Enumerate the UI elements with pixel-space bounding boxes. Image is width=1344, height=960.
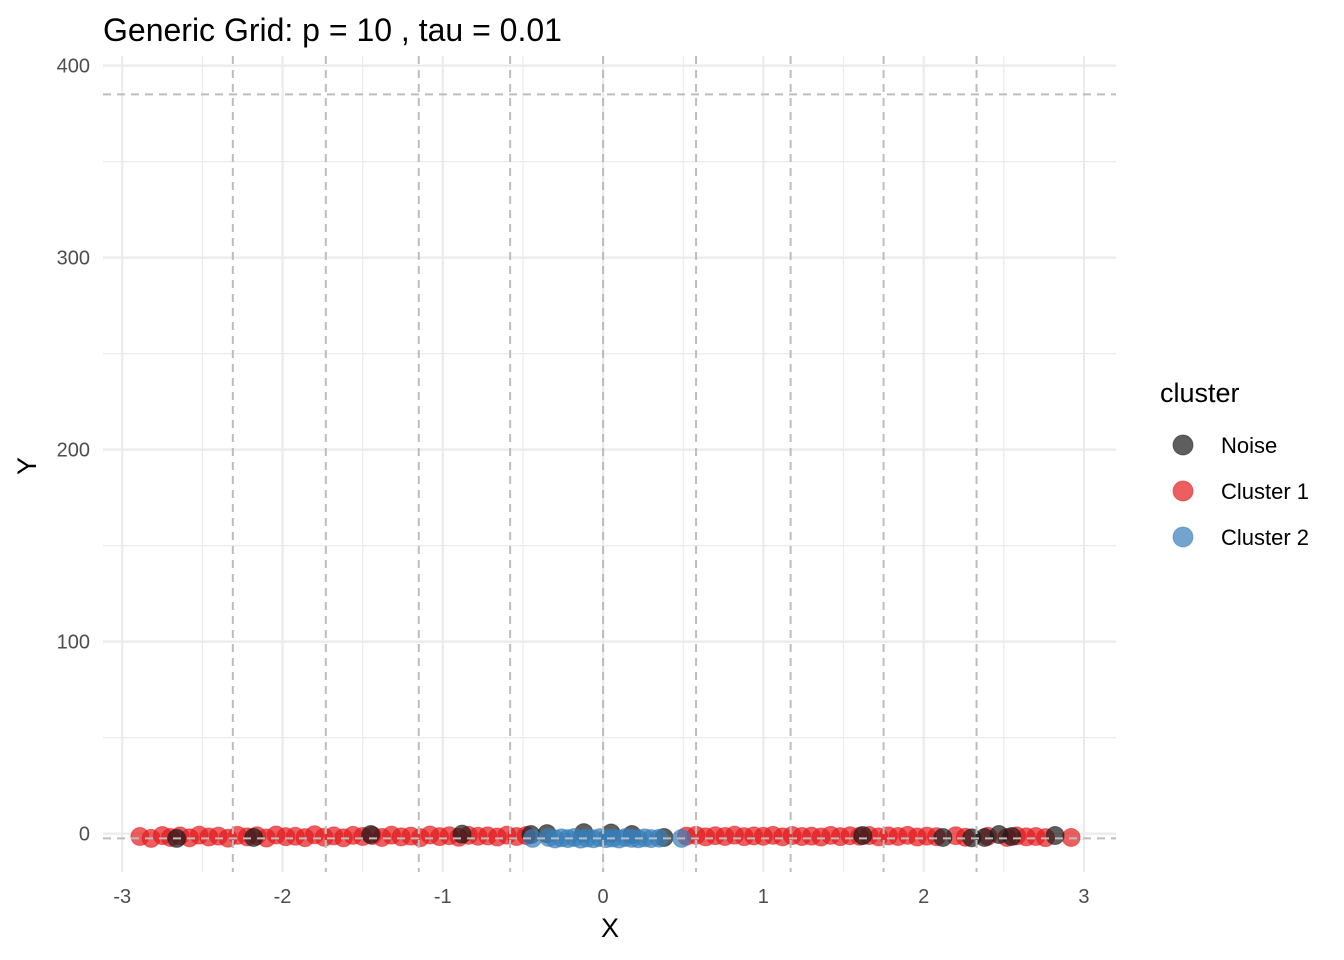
minor-grid bbox=[103, 56, 1116, 872]
legend: cluster Noise Cluster 1 Cluster 2 bbox=[1160, 378, 1309, 550]
point-noise bbox=[1002, 826, 1022, 846]
x-tick-label: 0 bbox=[598, 886, 609, 908]
y-axis-ticks: 0 100 200 300 400 bbox=[57, 56, 90, 846]
legend-key-cluster-1 bbox=[1172, 480, 1194, 502]
legend-label: Cluster 2 bbox=[1221, 525, 1309, 550]
y-tick-label: 100 bbox=[57, 632, 90, 654]
dashed-grid-lines bbox=[103, 56, 1116, 872]
x-tick-label: 1 bbox=[758, 886, 769, 908]
point-noise bbox=[853, 826, 873, 846]
x-tick-label: -1 bbox=[434, 886, 452, 908]
legend-key-cluster-2 bbox=[1172, 526, 1194, 548]
legend-title: cluster bbox=[1160, 378, 1240, 408]
y-tick-label: 200 bbox=[57, 440, 90, 462]
y-axis-title: Y bbox=[12, 457, 42, 475]
x-tick-label: 3 bbox=[1078, 886, 1089, 908]
y-tick-label: 300 bbox=[57, 248, 90, 270]
point-noise bbox=[361, 825, 381, 845]
point-noise bbox=[452, 824, 472, 844]
legend-label: Noise bbox=[1221, 433, 1277, 458]
x-tick-label: -2 bbox=[274, 886, 292, 908]
data-points bbox=[130, 823, 1081, 849]
x-axis-ticks: -3 -2 -1 0 1 2 3 bbox=[113, 886, 1089, 908]
x-axis-title: X bbox=[601, 913, 619, 943]
legend-label: Cluster 1 bbox=[1221, 479, 1309, 504]
chart-title: Generic Grid: p = 10 , tau = 0.01 bbox=[103, 12, 562, 48]
x-tick-label: -3 bbox=[113, 886, 131, 908]
legend-key-noise bbox=[1172, 434, 1194, 456]
y-tick-label: 400 bbox=[57, 56, 90, 78]
y-tick-label: 0 bbox=[79, 824, 90, 846]
x-tick-label: 2 bbox=[918, 886, 929, 908]
point-noise bbox=[1045, 826, 1065, 846]
